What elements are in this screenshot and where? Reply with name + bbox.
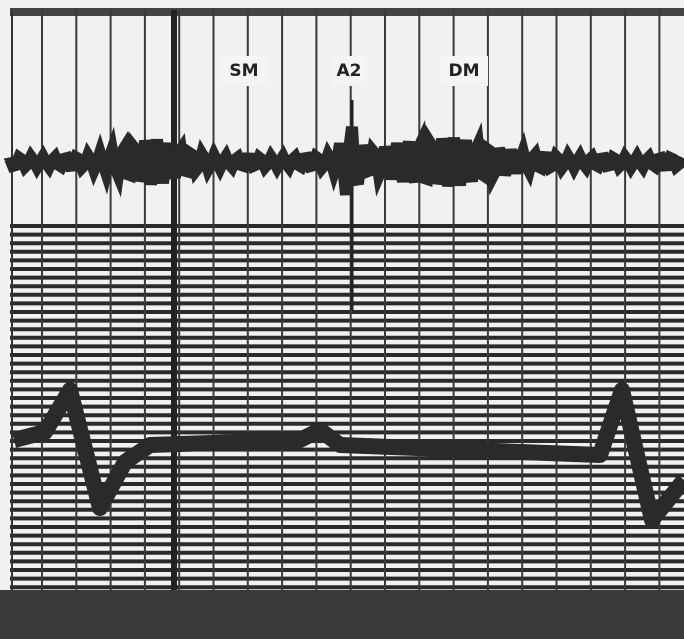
bottom-band [0,590,684,639]
label-sm: SM [222,56,266,86]
label: DM [448,61,479,81]
label: SM [229,61,258,81]
page: SM A2 DM (() => { const data = JSON.pars… [0,0,684,639]
label-dm: DM [440,56,488,86]
label: A2 [337,61,362,81]
label-a2: A2 [332,56,366,86]
phonocardiogram: SM A2 DM [0,0,684,639]
